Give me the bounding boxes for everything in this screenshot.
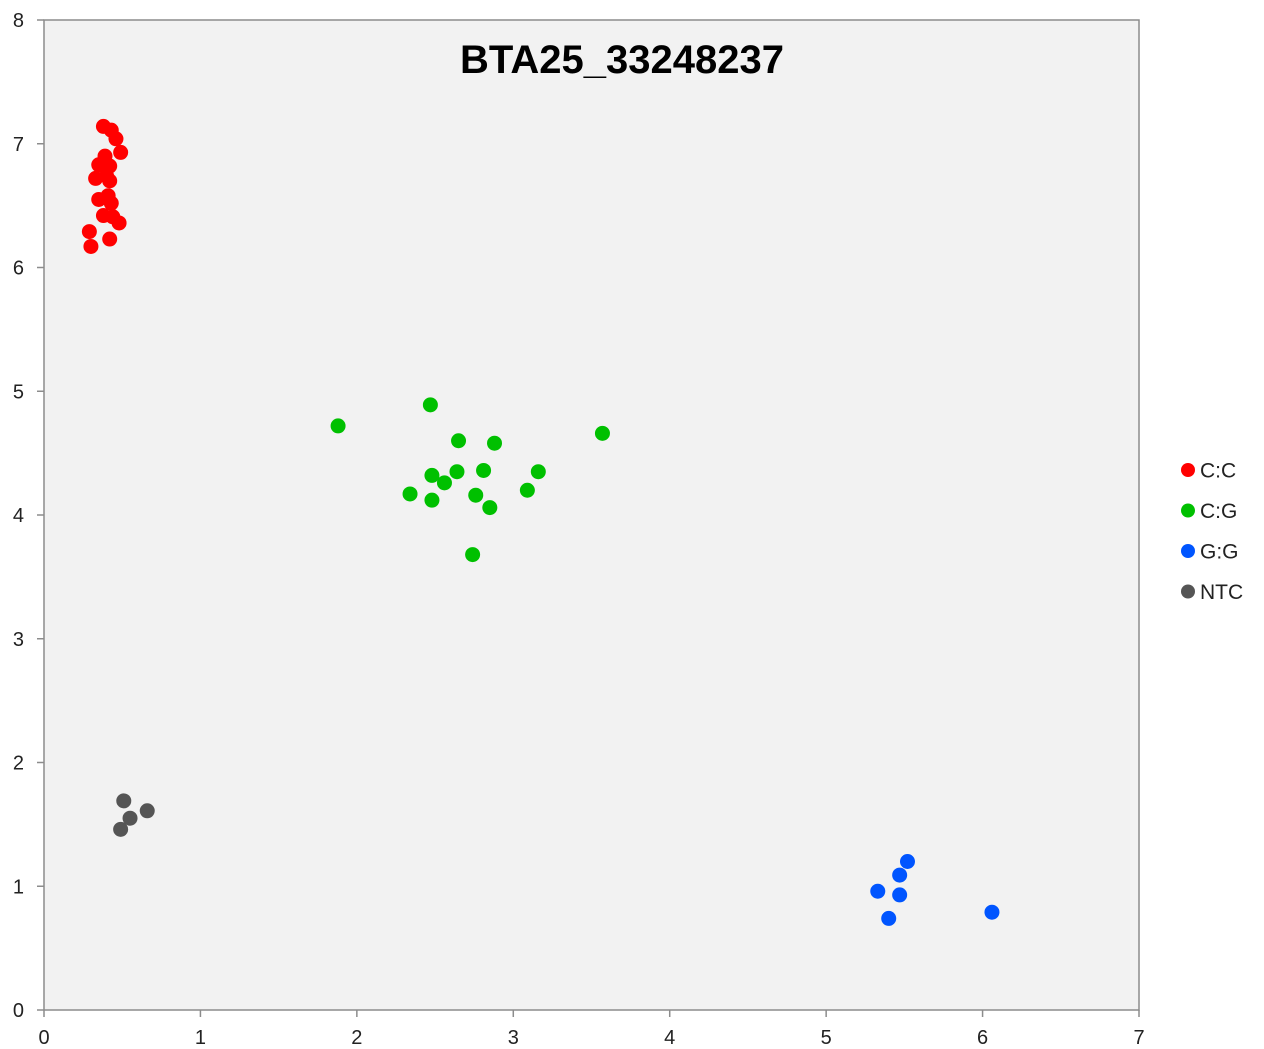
point-c-c <box>102 231 118 247</box>
chart-title: BTA25_33248237 <box>460 38 784 82</box>
point-c-g <box>519 482 535 498</box>
point-c-g <box>449 464 465 480</box>
point-g-g <box>984 904 1000 920</box>
y-tick-label: 5 <box>13 381 24 403</box>
point-c-g <box>424 492 440 508</box>
point-g-g <box>892 887 908 903</box>
point-c-c <box>113 144 129 160</box>
point-c-g <box>468 487 484 503</box>
point-c-g <box>451 433 467 449</box>
point-g-g <box>881 910 897 926</box>
point-ntc <box>113 821 129 837</box>
point-ntc <box>116 793 132 809</box>
point-c-g <box>436 475 452 491</box>
legend: C:C C:G G:G NTC <box>1181 460 1243 604</box>
y-tick-label: 2 <box>13 753 24 775</box>
legend-label-c-c: C:C <box>1200 460 1236 483</box>
y-tick-label: 1 <box>13 876 24 898</box>
y-tick-label: 6 <box>13 258 24 280</box>
point-c-g <box>530 464 546 480</box>
legend-label-ntc: NTC <box>1200 581 1243 604</box>
point-c-c <box>102 173 118 189</box>
x-tick-label: 5 <box>821 1027 832 1049</box>
point-c-g <box>402 486 418 502</box>
data-points <box>81 118 1000 926</box>
point-g-g <box>870 883 886 899</box>
legend-marker-c-c <box>1181 463 1195 477</box>
x-tick-label: 7 <box>1133 1027 1144 1049</box>
x-tick-label: 1 <box>195 1027 206 1049</box>
point-c-c <box>91 191 107 207</box>
plot-area <box>43 19 1140 1011</box>
legend-marker-c-g <box>1181 503 1195 518</box>
point-c-c <box>111 215 127 231</box>
point-c-c <box>103 195 119 211</box>
x-tick-label: 4 <box>664 1027 675 1049</box>
legend-marker-ntc <box>1181 584 1195 599</box>
point-c-g <box>487 435 503 451</box>
point-c-c <box>81 224 97 240</box>
point-ntc <box>122 810 138 826</box>
y-tick-label: 8 <box>13 10 24 32</box>
y-tick-label: 7 <box>13 134 24 156</box>
point-c-g <box>482 500 498 516</box>
point-c-g <box>594 425 610 441</box>
legend-marker-g-g <box>1181 544 1195 558</box>
y-tick-label: 4 <box>13 505 24 527</box>
point-c-c <box>108 131 124 147</box>
point-c-c <box>91 157 107 173</box>
legend-label-g-g: G:G <box>1200 541 1239 564</box>
point-c-g <box>424 467 440 483</box>
point-c-c <box>88 170 104 186</box>
x-axis: 0 1 2 3 4 5 6 7 <box>38 1010 1145 1049</box>
y-axis: 0 1 2 3 4 5 6 7 8 <box>13 10 44 1022</box>
y-tick-label: 0 <box>13 1000 24 1022</box>
point-ntc <box>139 803 155 819</box>
point-g-g <box>892 867 908 883</box>
point-c-c <box>83 238 99 254</box>
point-c-g <box>422 397 438 413</box>
point-c-g <box>330 418 346 434</box>
legend-label-c-g: C:G <box>1200 500 1237 523</box>
x-tick-label: 0 <box>38 1027 49 1049</box>
x-tick-label: 6 <box>977 1027 988 1049</box>
point-g-g <box>899 854 915 869</box>
x-tick-label: 3 <box>508 1027 519 1049</box>
y-tick-label: 3 <box>13 629 24 651</box>
point-c-g <box>465 547 481 563</box>
x-tick-label: 2 <box>351 1027 362 1049</box>
point-c-g <box>476 462 492 478</box>
